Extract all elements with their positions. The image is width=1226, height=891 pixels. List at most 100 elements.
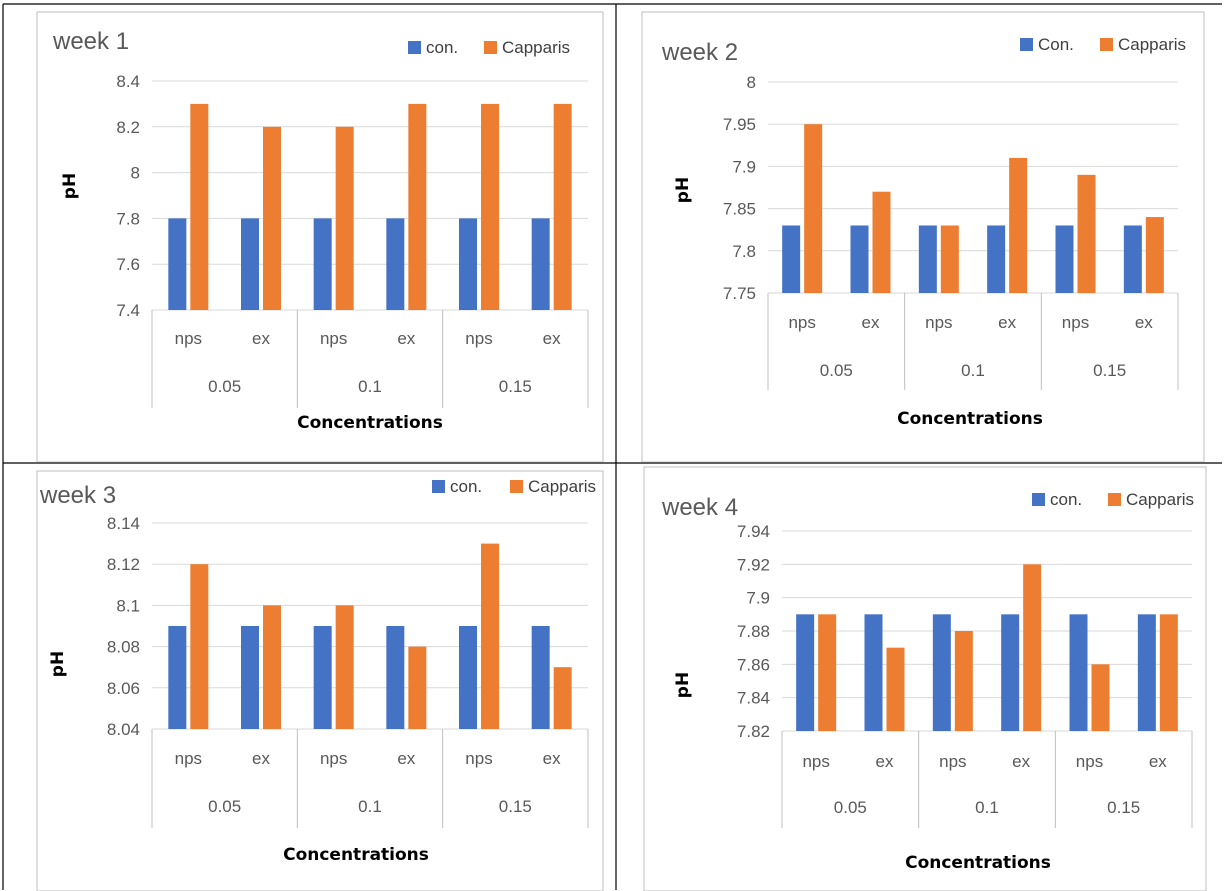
chart-title: week 1 xyxy=(52,28,129,55)
bar-capparis xyxy=(190,103,209,311)
y-tick-label: 8.14 xyxy=(107,514,140,533)
chart-week-2: 7.75 7.8 7.85 7.9 7.95 8 nps ex nps ex nps ex 0.05 0.… xyxy=(641,11,1205,463)
table-cell-lines xyxy=(2,3,1222,890)
bar-con xyxy=(313,626,332,729)
y-axis-title: pH xyxy=(673,177,693,203)
category-label: nps xyxy=(939,752,966,771)
chart-title: week 2 xyxy=(661,39,738,66)
bar-con xyxy=(932,614,951,731)
legend-entry: Capparis xyxy=(1126,490,1194,509)
bar-capparis xyxy=(481,103,499,311)
bar-capparis xyxy=(886,647,905,731)
group-label: 0.1 xyxy=(358,377,382,396)
chart-frame xyxy=(643,466,1207,891)
bar-capparis xyxy=(954,631,973,731)
category-label: nps xyxy=(320,329,347,348)
category-label: nps xyxy=(320,749,347,768)
group-label: 0.1 xyxy=(358,797,382,816)
group-label: 0.1 xyxy=(975,798,999,817)
bar-capparis xyxy=(1077,174,1096,293)
y-tick-label: 8.4 xyxy=(116,72,140,91)
y-tick-label: 7.84 xyxy=(737,689,770,708)
group-label: 0.05 xyxy=(208,377,241,396)
y-axis-title: pH xyxy=(60,173,80,199)
bar-capparis xyxy=(1145,217,1164,293)
bar-con xyxy=(918,225,937,293)
bar-con xyxy=(459,218,477,310)
chart-title: week 3 xyxy=(39,482,116,509)
bar-con xyxy=(168,626,187,729)
category-label: nps xyxy=(465,749,492,768)
bar-con xyxy=(241,626,259,729)
category-label: nps xyxy=(1076,752,1103,771)
category-label: ex xyxy=(397,329,415,348)
y-tick-label: 7.95 xyxy=(723,115,756,134)
x-axis-title: Concentrations xyxy=(297,413,443,433)
category-label: ex xyxy=(862,313,880,332)
bar-con xyxy=(313,218,332,310)
category-label: ex xyxy=(1149,752,1167,771)
legend-swatch xyxy=(510,480,523,493)
y-tick-label: 8 xyxy=(131,164,140,183)
category-label: nps xyxy=(175,329,202,348)
bar-capparis xyxy=(1159,614,1178,731)
legend-entry: con. xyxy=(426,38,458,57)
chart-week-3: 8.04 8.06 8.08 8.1 8.12 8.14 nps ex nps ex nps ex 0.… xyxy=(36,470,604,891)
category-label: nps xyxy=(802,752,829,771)
group-label: 0.15 xyxy=(1093,361,1126,380)
y-tick-label: 8.06 xyxy=(107,679,140,698)
category-label: ex xyxy=(252,749,270,768)
legend-entry: Capparis xyxy=(502,38,570,57)
bar-capparis xyxy=(818,614,837,731)
group-label: 0.1 xyxy=(961,361,985,380)
bar-con xyxy=(1055,225,1074,293)
bar-capparis xyxy=(553,667,572,729)
bar-con xyxy=(1069,614,1088,731)
legend-swatch xyxy=(432,480,445,493)
bar-capparis xyxy=(872,191,891,293)
legend-swatch xyxy=(408,41,421,54)
category-label: nps xyxy=(175,749,202,768)
x-axis-title: Concentrations xyxy=(905,853,1051,873)
y-tick-label: 7.85 xyxy=(723,200,756,219)
y-tick-label: 8.04 xyxy=(107,720,140,739)
bar-con xyxy=(459,626,477,729)
bar-capparis xyxy=(408,103,427,311)
category-label: ex xyxy=(876,752,894,771)
category-label: nps xyxy=(925,313,952,332)
bar-capparis xyxy=(263,126,281,310)
bar-capparis xyxy=(1009,157,1028,293)
y-tick-label: 8.1 xyxy=(116,596,140,615)
bar-con xyxy=(850,225,869,293)
category-label: ex xyxy=(1135,313,1153,332)
bar-con xyxy=(168,218,187,310)
group-label: 0.15 xyxy=(499,797,532,816)
y-tick-label: 7.92 xyxy=(737,555,770,574)
bar-con xyxy=(1001,614,1020,731)
chart-week-4: 7.82 7.84 7.86 7.88 7.9 7.92 7.94 nps ex nps ex nps… xyxy=(643,466,1207,891)
category-label: nps xyxy=(465,329,492,348)
y-tick-label: 7.4 xyxy=(116,301,140,320)
chart-title: week 4 xyxy=(661,494,738,521)
bar-con xyxy=(386,218,405,310)
category-label: ex xyxy=(1012,752,1030,771)
bar-capparis xyxy=(804,124,823,293)
legend-swatch xyxy=(1108,493,1121,506)
chart-week-1: 7.4 7.6 7.8 8 8.2 8.4 nps ex nps ex nps ex 0.05 0.1 0.… xyxy=(36,11,604,463)
bar-capparis xyxy=(553,103,572,311)
bar-con xyxy=(531,218,550,310)
bar-con xyxy=(782,225,801,293)
legend-entry: Capparis xyxy=(1118,35,1186,54)
bar-capparis xyxy=(1023,564,1042,731)
y-tick-label: 8.2 xyxy=(116,118,140,137)
legend-swatch xyxy=(484,41,497,54)
legend-swatch xyxy=(1032,493,1045,506)
y-tick-label: 7.8 xyxy=(116,209,140,228)
category-label: ex xyxy=(543,749,561,768)
bar-con xyxy=(1123,225,1142,293)
legend-entry: con. xyxy=(450,477,482,496)
y-tick-label: 8 xyxy=(747,73,756,92)
category-label: ex xyxy=(252,329,270,348)
group-label: 0.05 xyxy=(820,361,853,380)
